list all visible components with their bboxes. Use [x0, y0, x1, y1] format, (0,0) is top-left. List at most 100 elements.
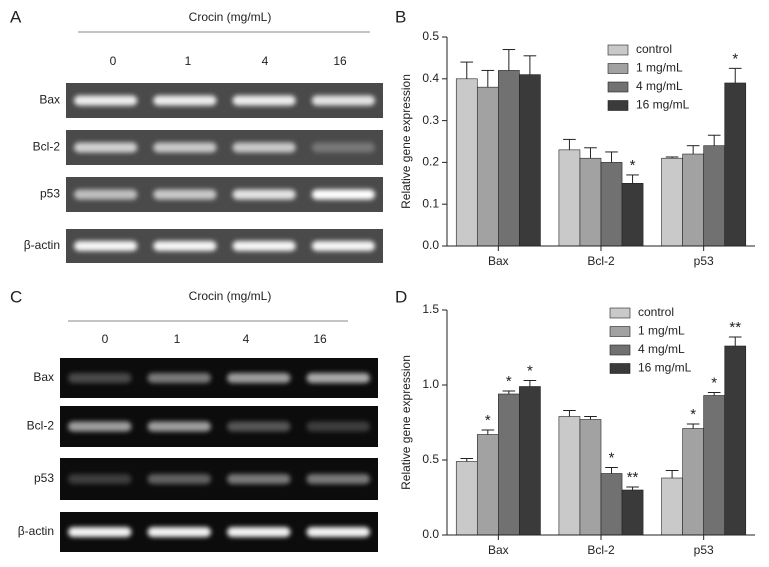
- panel-letter: B: [395, 7, 406, 26]
- gene-label: Bcl-2: [27, 419, 55, 433]
- bar: [600, 473, 623, 536]
- dose-label: 4: [243, 332, 250, 346]
- bar: [579, 157, 602, 247]
- gel-band: [153, 95, 217, 106]
- error-bar: [460, 458, 474, 462]
- dose-label: 16: [333, 54, 347, 68]
- error-bar: [502, 49, 516, 71]
- dose-label: 1: [185, 54, 192, 68]
- x-tick-label: p53: [694, 254, 714, 268]
- error-bar: [707, 392, 721, 396]
- bar: [579, 419, 602, 536]
- bar: [621, 183, 644, 247]
- significance-mark: *: [732, 50, 738, 67]
- gel-band: [74, 189, 138, 200]
- significance-mark: *: [630, 157, 636, 174]
- y-tick-label: 0.1: [422, 196, 439, 210]
- legend-label: 1 mg/mL: [636, 61, 683, 75]
- error-bar: [563, 138, 576, 150]
- legend-label: 4 mg/mL: [638, 342, 685, 356]
- gel-band: [311, 95, 375, 106]
- x-tick-label: Bcl-2: [587, 254, 615, 268]
- error-bar: [523, 380, 537, 387]
- y-tick-label: 0.0: [422, 527, 439, 541]
- gel-band: [68, 421, 132, 432]
- significance-mark: *: [527, 362, 533, 379]
- bar: [498, 393, 520, 536]
- gel-band: [227, 527, 291, 537]
- bar: [682, 428, 704, 536]
- bar: [703, 145, 726, 247]
- gel-band: [68, 474, 132, 484]
- bar: [558, 149, 581, 247]
- legend-label: 1 mg/mL: [638, 324, 685, 338]
- error-bar: [584, 147, 597, 159]
- gene-label: β-actin: [18, 524, 54, 538]
- gel-band: [147, 527, 211, 537]
- bar: [498, 70, 520, 247]
- y-tick-label: 0.5: [422, 29, 439, 43]
- gel-band: [311, 142, 375, 153]
- x-tick-label: Bax: [488, 254, 509, 268]
- legend-label: control: [638, 305, 674, 319]
- dose-label: 0: [102, 332, 109, 346]
- legend-swatch: [609, 344, 631, 356]
- gel-band: [306, 421, 370, 432]
- legend-swatch: [607, 81, 629, 93]
- error-bar: [563, 410, 576, 417]
- error-bar: [523, 55, 537, 75]
- error-bar: [686, 145, 700, 155]
- significance-mark: **: [729, 319, 741, 336]
- error-bar: [665, 156, 679, 159]
- gene-label: Bax: [39, 93, 60, 107]
- legend-label: 4 mg/mL: [636, 79, 683, 93]
- error-bar: [626, 486, 639, 490]
- gel-band: [68, 373, 132, 383]
- gel-band: [74, 95, 138, 106]
- gel-band: [232, 241, 296, 251]
- error-bar: [460, 61, 474, 79]
- y-axis-label: Relative gene expression: [399, 355, 413, 490]
- gel-band: [147, 421, 211, 432]
- bar: [600, 162, 623, 247]
- significance-mark: *: [690, 406, 696, 423]
- bar: [703, 395, 726, 536]
- legend-swatch: [607, 63, 629, 74]
- error-bar: [626, 174, 639, 184]
- dose-label: 16: [313, 332, 327, 346]
- error-bar: [481, 69, 495, 88]
- y-tick-label: 0.3: [422, 113, 439, 127]
- legend-label: control: [636, 42, 672, 56]
- error-bar: [481, 429, 495, 435]
- significance-mark: *: [609, 449, 615, 466]
- gel-band: [147, 373, 211, 383]
- dose-label: 4: [262, 54, 269, 68]
- error-bar: [605, 467, 618, 474]
- bar: [682, 153, 704, 247]
- gel-band: [153, 189, 217, 200]
- gel-band: [311, 189, 375, 200]
- x-tick-label: Bcl-2: [587, 543, 615, 557]
- legend-label: 16 mg/mL: [636, 98, 690, 112]
- y-tick-label: 1.0: [422, 377, 439, 391]
- gel-band: [74, 142, 138, 153]
- legend-swatch: [609, 326, 631, 337]
- gel-title: Crocin (mg/mL): [189, 10, 272, 24]
- gel-band: [153, 241, 217, 251]
- bar: [455, 78, 478, 247]
- bar: [724, 82, 747, 247]
- gel-band: [232, 142, 296, 153]
- error-bar: [686, 423, 700, 429]
- bar: [519, 74, 541, 247]
- bar: [661, 157, 683, 247]
- panel-letter: C: [10, 287, 22, 306]
- gel-band: [311, 241, 375, 251]
- bar: [455, 461, 478, 536]
- significance-mark: *: [485, 412, 491, 429]
- panel-letter: A: [10, 7, 22, 26]
- y-tick-label: 0.5: [422, 452, 439, 466]
- y-axis-label: Relative gene expression: [399, 74, 413, 209]
- error-bar: [584, 416, 597, 420]
